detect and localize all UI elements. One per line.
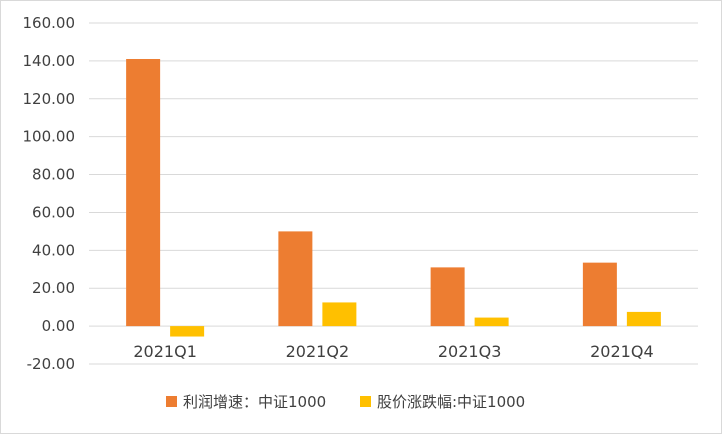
bar-profit-growth-2021Q2 — [278, 231, 313, 327]
bar-price-change-2021Q2 — [322, 302, 357, 327]
legend-swatch — [166, 396, 177, 407]
y-tick-label: 60.00 — [32, 203, 75, 221]
bar-price-change-2021Q4 — [626, 311, 661, 327]
y-tick-label: 160.00 — [23, 14, 76, 32]
x-tick-label: 2021Q3 — [438, 342, 502, 361]
bar-profit-growth-2021Q3 — [430, 267, 465, 327]
bar-profit-growth-2021Q1 — [126, 58, 161, 327]
y-tick-label: 20.00 — [32, 279, 75, 297]
bar-profit-growth-2021Q4 — [582, 262, 617, 327]
y-tick-label: 140.00 — [23, 52, 76, 70]
bar-price-change-2021Q1 — [170, 326, 205, 337]
bar-price-change-2021Q3 — [474, 317, 509, 327]
y-tick-label: 100.00 — [23, 128, 76, 146]
x-tick-label: 2021Q4 — [590, 342, 654, 361]
y-tick-label: 120.00 — [23, 90, 76, 108]
y-axis-ticks: 160.00 140.00 120.00 100.00 80.00 60.00 40.00 2… — [23, 14, 76, 373]
y-tick-label: 80.00 — [32, 166, 75, 184]
legend: 利润增速：中证1000 股价涨跌幅:中证1000 — [166, 393, 525, 411]
y-tick-label: -20.00 — [27, 355, 75, 373]
legend-swatch — [360, 396, 371, 407]
x-axis-ticks: 2021Q1 2021Q2 2021Q3 2021Q4 — [133, 342, 653, 361]
y-tick-label: 40.00 — [32, 241, 75, 259]
legend-label: 利润增速：中证1000 — [183, 393, 326, 411]
legend-label: 股价涨跌幅:中证1000 — [377, 393, 525, 411]
x-tick-label: 2021Q1 — [133, 342, 197, 361]
bars — [126, 58, 661, 337]
gridlines — [89, 22, 698, 365]
x-tick-label: 2021Q2 — [286, 342, 350, 361]
y-tick-label: 0.00 — [42, 317, 75, 335]
